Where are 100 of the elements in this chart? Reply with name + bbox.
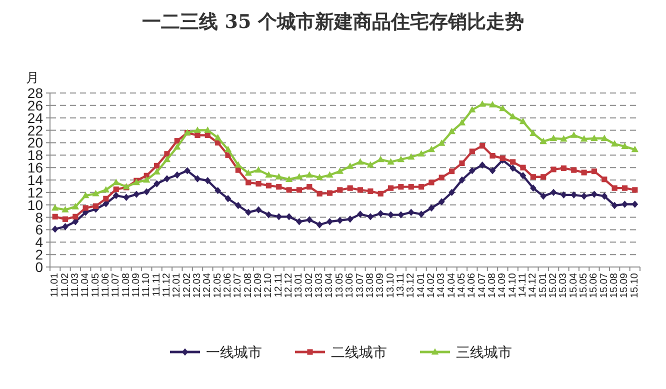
point [245, 208, 252, 216]
x-tick-label: 14.08 [487, 272, 498, 298]
point [560, 135, 568, 142]
point [580, 135, 588, 142]
x-tick-label: 15.03 [558, 272, 570, 298]
point [316, 221, 323, 228]
point [632, 187, 638, 193]
x-tick-label: 15.09 [619, 272, 630, 298]
point [621, 142, 628, 150]
point [520, 164, 526, 170]
point [82, 192, 90, 198]
x-tick-label: 12.10 [263, 272, 274, 298]
point [326, 218, 333, 226]
x-tick-label: 12.09 [253, 272, 264, 298]
point [428, 204, 435, 212]
point [224, 195, 232, 202]
point [224, 146, 232, 152]
point [622, 185, 628, 191]
point [591, 168, 598, 174]
x-tick-label: 14.05 [456, 272, 468, 298]
point [378, 190, 384, 196]
point [377, 156, 384, 162]
point [388, 211, 394, 218]
x-tick-label: 14.03 [436, 272, 448, 298]
x-tick-label: 13.05 [334, 272, 346, 298]
point [326, 190, 333, 196]
x-tick-label: 12.07 [232, 272, 244, 298]
point [123, 194, 130, 201]
x-tick-label: 12.06 [222, 272, 234, 298]
x-tick-label: 11.12 [161, 272, 172, 298]
point [408, 153, 415, 160]
x-tick-label: 15.05 [578, 272, 590, 298]
point [286, 213, 292, 220]
point [316, 190, 322, 196]
point [235, 167, 241, 173]
point [490, 152, 496, 159]
point [418, 184, 424, 190]
point [296, 187, 302, 193]
point [306, 184, 312, 190]
x-tick-label: 12.08 [242, 272, 254, 298]
point [62, 216, 68, 222]
point [214, 134, 222, 140]
x-tick-label: 11.03 [70, 272, 81, 298]
x-tick-label: 15.07 [598, 272, 610, 298]
point [174, 171, 180, 179]
point [276, 213, 282, 220]
x-tick-label: 14.10 [507, 272, 518, 298]
point [590, 134, 598, 141]
x-tick-label: 13.06 [344, 272, 356, 298]
point [112, 178, 120, 186]
point [306, 216, 313, 224]
point [570, 131, 578, 138]
x-tick-label: 14.09 [497, 272, 508, 298]
point [347, 185, 353, 191]
point [530, 174, 536, 180]
x-tick-label: 12.02 [182, 272, 193, 298]
x-tick-label: 15.10 [629, 272, 640, 298]
x-tick-label: 13.07 [354, 272, 366, 298]
point [398, 184, 404, 190]
point [469, 148, 475, 154]
point [153, 168, 160, 175]
point [357, 210, 364, 218]
point [255, 206, 262, 214]
x-tick-label: 13.11 [395, 272, 406, 298]
point [143, 176, 150, 183]
x-tick-label: 12.12 [284, 272, 295, 298]
point [336, 216, 344, 224]
point [510, 164, 516, 172]
point [306, 171, 313, 178]
point [184, 167, 191, 174]
point [326, 171, 334, 178]
point [540, 192, 547, 200]
point [519, 118, 527, 124]
x-tick-label: 13.02 [304, 272, 315, 298]
x-tick-label: 14.12 [528, 272, 539, 298]
point [448, 188, 456, 196]
x-tick-label: 11.08 [120, 272, 132, 298]
point [266, 182, 272, 188]
point [214, 186, 222, 194]
point [397, 156, 405, 162]
point [458, 119, 466, 126]
x-tick-label: 11.01 [50, 272, 61, 298]
point [468, 167, 476, 174]
point [112, 192, 120, 200]
point [92, 203, 99, 209]
point [133, 190, 140, 198]
point [246, 180, 252, 186]
point [499, 104, 506, 112]
point [174, 143, 181, 150]
point [204, 126, 212, 133]
point [356, 158, 364, 165]
x-tick-label: 11.04 [80, 272, 92, 298]
point [143, 188, 150, 196]
point [113, 186, 119, 192]
point [509, 112, 516, 120]
point [479, 161, 486, 169]
point [418, 150, 425, 156]
x-tick-label: 15.04 [568, 272, 580, 298]
point [560, 191, 567, 199]
point [600, 134, 608, 141]
